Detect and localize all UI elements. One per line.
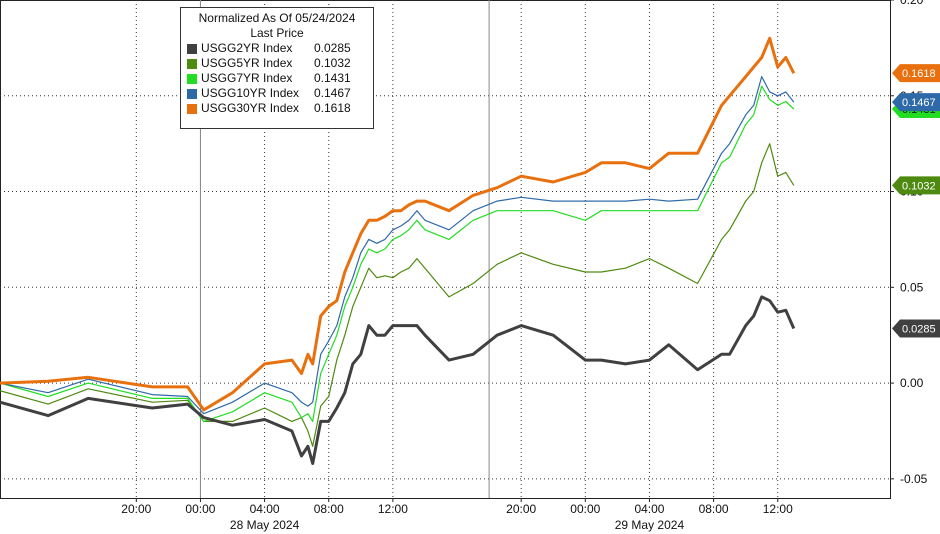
legend-series-name: USGG10YR Index — [201, 86, 300, 100]
last-value-label: 0.0285 — [902, 323, 936, 335]
series-line-usgg2yr-index — [0, 295, 796, 465]
legend-series-value: 0.1467 — [314, 86, 351, 100]
y-tick-label: 0.05 — [900, 280, 924, 294]
legend-header: Last Price — [250, 26, 304, 40]
last-value-tag — [892, 176, 940, 195]
legend-swatch — [187, 103, 197, 114]
last-value-label: 0.1032 — [902, 180, 936, 192]
series-line-usgg10yr-index — [0, 75, 795, 415]
plot-frame — [0, 0, 891, 499]
x-tick-label: 08:00 — [314, 502, 344, 516]
y-tick-label: 0.00 — [900, 376, 924, 390]
date-label: 29 May 2024 — [615, 518, 685, 532]
last-value-tag — [892, 93, 940, 112]
legend-swatch — [187, 43, 197, 54]
last-value-label: 0.1467 — [902, 97, 936, 109]
legend-title: Normalized As Of 05/24/2024 — [198, 11, 356, 25]
legend-entry-2yr: USGG2YR Index 0.0285 — [187, 41, 367, 56]
x-tick-label: 00:00 — [570, 502, 600, 516]
legend-series-name: USGG5YR Index — [201, 56, 293, 70]
x-tick-label: 20:00 — [506, 502, 536, 516]
x-tick-label: 04:00 — [250, 502, 280, 516]
legend-entry-7yr: USGG7YR Index 0.1431 — [187, 71, 367, 86]
series-line-usgg5yr-index — [0, 143, 795, 447]
x-tick-label: 20:00 — [121, 502, 151, 516]
last-value-tag — [892, 64, 940, 83]
last-value-label: 0.1618 — [902, 68, 936, 80]
series-line-usgg7yr-index — [0, 85, 795, 422]
legend-series-value: 0.1032 — [314, 56, 351, 70]
date-label: 28 May 2024 — [230, 518, 300, 532]
legend-entry-30yr: USGG30YR Index 0.1618 — [187, 101, 367, 116]
x-tick-label: 00:00 — [185, 502, 215, 516]
y-tick-label: -0.05 — [900, 472, 928, 486]
x-tick-label: 12:00 — [378, 502, 408, 516]
legend-swatch — [187, 58, 197, 69]
legend-entry-10yr: USGG10YR Index 0.1467 — [187, 86, 367, 101]
legend-series-name: USGG2YR Index — [201, 41, 293, 55]
y-tick-label: 0.20 — [900, 0, 924, 7]
legend-entry-5yr: USGG5YR Index 0.1032 — [187, 56, 367, 71]
legend-series-value: 0.1431 — [314, 71, 351, 85]
last-value-tag — [892, 319, 940, 338]
series-line-usgg30yr-index — [0, 36, 796, 412]
legend-series-name: USGG7YR Index — [201, 71, 293, 85]
x-tick-label: 08:00 — [699, 502, 729, 516]
legend-series-value: 0.1618 — [314, 101, 351, 115]
legend-swatch — [187, 88, 197, 99]
legend-swatch — [187, 73, 197, 84]
x-tick-label: 04:00 — [634, 502, 664, 516]
chart-legend: Normalized As Of 05/24/2024 Last Price U… — [180, 7, 374, 129]
legend-series-value: 0.0285 — [314, 41, 351, 55]
legend-series-name: USGG30YR Index — [201, 101, 300, 115]
x-tick-label: 12:00 — [763, 502, 793, 516]
